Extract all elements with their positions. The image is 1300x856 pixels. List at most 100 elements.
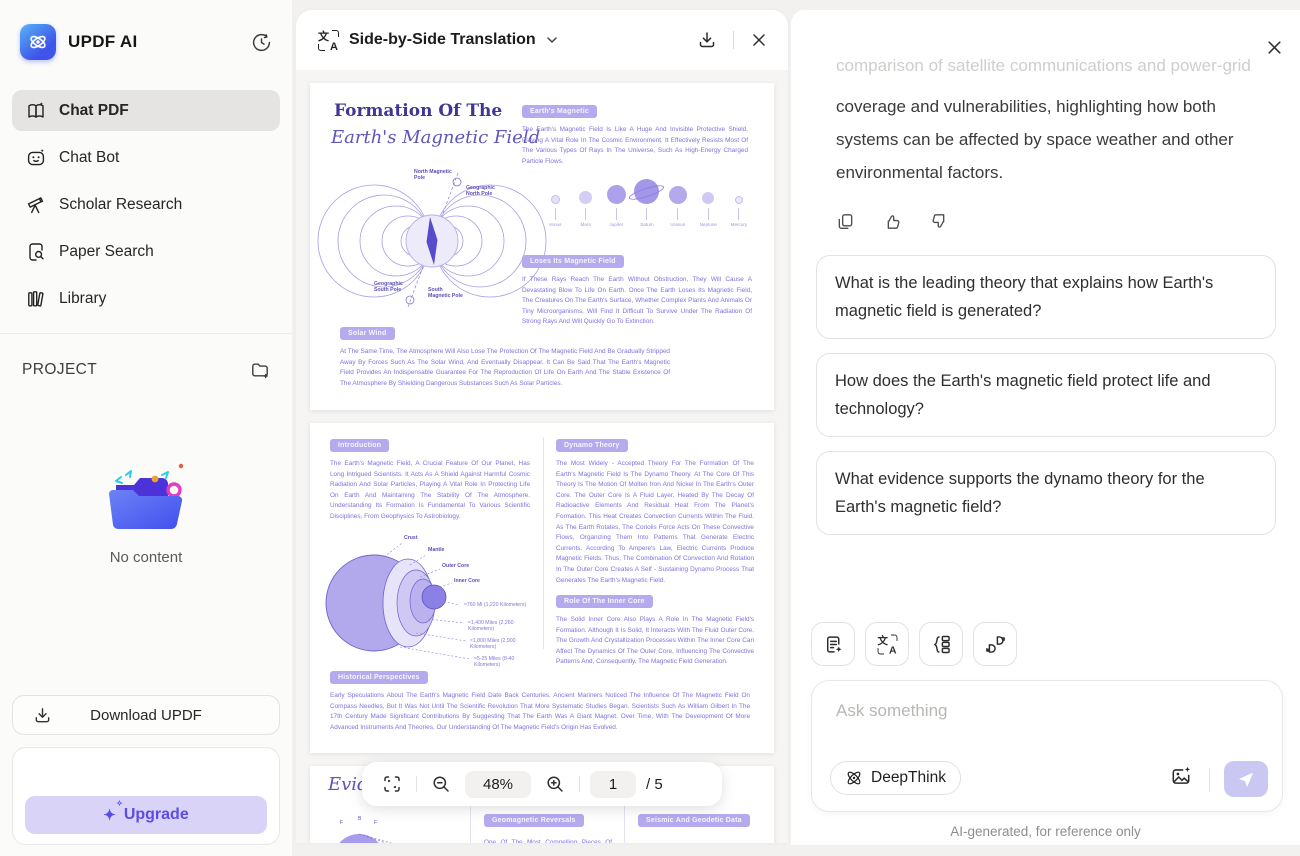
sidebar-item-chat-pdf[interactable]: Chat PDF — [12, 90, 280, 131]
copy-button[interactable] — [834, 210, 857, 233]
earth-layers-diagram: Crust Mantle Outer Core Inner Core ≈760 … — [322, 531, 532, 671]
project-label: PROJECT — [22, 361, 98, 378]
pdf-badge: Geomagnetic Reversals — [484, 814, 584, 827]
pdf-page-2: Introduction The Earth's Magnetic Field,… — [310, 423, 774, 753]
project-section-header: PROJECT — [0, 334, 292, 382]
sidebar-item-paper-search[interactable]: Paper Search — [12, 231, 280, 272]
planets-diagram: Venus Mars Jupiter Saturn Uranus Neptune… — [542, 179, 752, 227]
thumbs-down-button[interactable] — [928, 210, 951, 233]
sidebar-item-label: Paper Search — [59, 242, 154, 260]
evidence-diagram: FBF FFFE — [318, 812, 468, 843]
close-icon — [753, 34, 765, 46]
plan-card: ✦ Upgrade — [12, 747, 280, 845]
book-icon — [28, 101, 44, 118]
sidebar-item-scholar-research[interactable]: Scholar Research — [12, 184, 280, 225]
doc-search-icon — [29, 242, 44, 261]
diagram-label-south-magnetic: South Magnetic Pole — [428, 287, 463, 299]
sidebar: UPDF AI — [0, 0, 292, 856]
zoom-out-button[interactable] — [427, 770, 455, 798]
copy-icon — [838, 214, 853, 230]
column-divider — [470, 806, 471, 843]
planet-label: Venus — [548, 222, 562, 227]
suggested-question[interactable]: How does the Earth's magnetic field prot… — [816, 353, 1276, 437]
deepthink-toggle[interactable]: DeepThink — [830, 761, 961, 795]
message-actions — [834, 210, 951, 233]
diagram-label-geo-north: Geographic North Pole — [466, 185, 495, 197]
upgrade-label: Upgrade — [123, 806, 189, 823]
library-icon — [28, 290, 44, 307]
pdf-badge: Solar Wind — [340, 327, 395, 340]
fit-page-button[interactable] — [378, 770, 406, 798]
suggested-question[interactable]: What is the leading theory that explains… — [816, 255, 1276, 339]
zoom-out-icon — [433, 776, 449, 792]
sidebar-item-label: Chat Bot — [59, 148, 120, 166]
planet-label: Mars — [580, 222, 591, 227]
zoom-level-value[interactable]: 48% — [465, 770, 531, 798]
pdf-title-line2: Earth's Magnetic Field — [331, 127, 541, 148]
pdf-title-line1: Formation Of The — [334, 101, 503, 121]
pdf-paragraph: The Earth's Magnetic Field Is Like A Hug… — [522, 126, 748, 165]
summarize-button[interactable] — [811, 622, 855, 666]
page-number-input[interactable]: 1 — [590, 770, 636, 798]
thumbs-up-button[interactable] — [881, 210, 904, 233]
pdf-badge: Earth's Magnetic — [522, 105, 597, 118]
ai-message-text: coverage and vulnerabilities, highlighti… — [836, 97, 1234, 182]
mindmap-button[interactable] — [919, 622, 963, 666]
pdf-paragraph: At The Same Time, The Atmosphere Will Al… — [340, 348, 670, 387]
chatbot-icon — [27, 148, 45, 165]
planet-label: Saturn — [640, 222, 654, 227]
suggested-question[interactable]: What evidence supports the dynamo theory… — [816, 451, 1276, 535]
magnetic-field-diagram: North Magnetic Pole Geographic North Pol… — [316, 157, 548, 325]
download-updf-button[interactable]: Download UPDF — [12, 695, 280, 735]
summarize-icon — [826, 635, 842, 653]
thumbs-down-icon — [932, 214, 945, 228]
ask-input[interactable] — [836, 701, 1236, 721]
history-button[interactable] — [249, 30, 274, 55]
layer-label: Outer Core — [442, 563, 470, 569]
attach-image-button[interactable] — [1168, 763, 1194, 789]
chevron-down-icon[interactable] — [545, 33, 559, 47]
brand-title: UPDF AI — [68, 32, 138, 51]
new-project-button[interactable] — [248, 358, 272, 382]
zoom-in-icon — [547, 776, 563, 792]
input-divider — [1209, 769, 1210, 791]
pdf-badge: Dynamo Theory — [556, 439, 628, 452]
column-divider — [543, 437, 544, 649]
sidebar-item-library[interactable]: Library — [12, 278, 280, 319]
telescope-icon — [27, 196, 44, 213]
upgrade-button[interactable]: ✦ Upgrade — [25, 796, 267, 834]
svg-text:B: B — [358, 816, 362, 822]
layer-label: Inner Core — [454, 578, 480, 584]
send-button[interactable] — [1224, 761, 1268, 797]
layer-measurement: ≈5-25 Miles (8-40 Kilometers) — [474, 656, 515, 668]
sidebar-item-label: Library — [59, 289, 107, 307]
download-translation-button[interactable] — [695, 28, 719, 52]
sidebar-item-chat-bot[interactable]: Chat Bot — [12, 137, 280, 178]
close-chat-button[interactable] — [1263, 36, 1286, 59]
pdf-paragraph: Early Speculations About The Earth's Mag… — [330, 692, 750, 731]
layer-measurement: ≈760 Mi (1,220 Kilometers) — [464, 602, 527, 608]
project-empty-state: No content — [0, 455, 292, 566]
layer-measurement: ≈1,400 Miles (2,260 Kilometers) — [468, 620, 514, 632]
compare-button[interactable] — [973, 622, 1017, 666]
pdf-viewer[interactable]: Formation Of The Earth's Magnetic Field — [296, 70, 788, 843]
zoom-in-button[interactable] — [541, 770, 569, 798]
planet-label: Neptune — [699, 222, 717, 227]
pdf-badge: Loses Its Magnetic Field — [522, 255, 624, 268]
pdf-badge: Role Of The Inner Core — [556, 595, 653, 608]
close-translation-button[interactable] — [748, 29, 770, 51]
panel-title: Side-by-Side Translation — [349, 31, 536, 48]
compare-icon — [985, 635, 1005, 653]
pdf-badge: Introduction — [330, 439, 390, 452]
ai-disclaimer: AI-generated, for reference only — [950, 824, 1141, 839]
close-icon — [1268, 41, 1281, 54]
thumbs-up-icon — [887, 215, 900, 229]
svg-text:F: F — [340, 820, 343, 826]
svg-text:F: F — [374, 820, 377, 826]
ai-message-scrolled-line: comparison of satellite communications a… — [836, 56, 1251, 75]
